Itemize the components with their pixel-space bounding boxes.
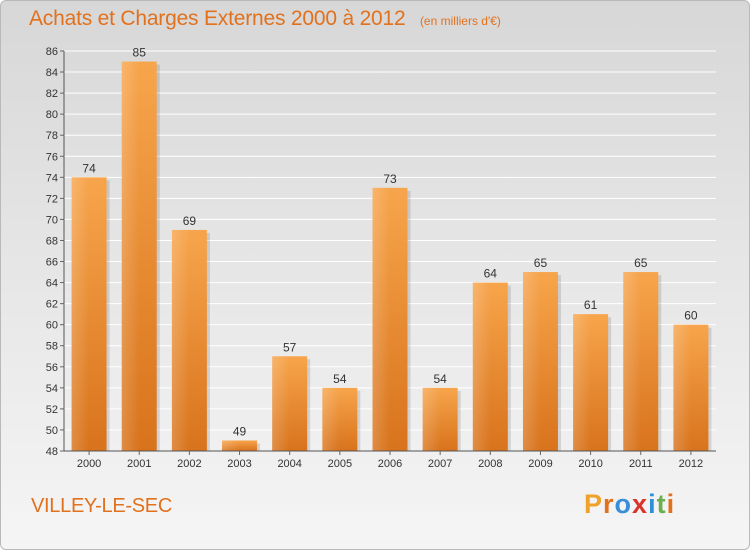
y-tick-label: 62	[46, 299, 58, 311]
y-tick-label: 60	[46, 320, 58, 332]
bar-highlight	[121, 61, 140, 452]
logo-letter: o	[614, 489, 633, 519]
bar-highlight	[422, 387, 441, 451]
y-tick-label: 78	[46, 130, 58, 142]
x-tick-label: 2004	[277, 458, 301, 470]
y-tick-label: 72	[46, 193, 58, 205]
y-tick-label: 66	[46, 257, 58, 269]
bar-highlight	[623, 272, 641, 451]
x-tick-label: 2009	[528, 458, 552, 470]
logo-letter: i	[666, 489, 676, 519]
x-tick-label: 2011	[629, 458, 653, 470]
bar-highlight	[573, 314, 591, 451]
x-tick-label: 2000	[77, 458, 101, 470]
y-tick-label: 54	[46, 383, 58, 395]
y-tick-label: 68	[46, 235, 58, 247]
bar-highlight	[522, 272, 541, 451]
bar-value-label: 69	[183, 214, 197, 228]
bar-value-label: 54	[433, 372, 447, 386]
bars-layer: 74 85 69 49 57 54 73 54 64 65 61 65 60	[71, 46, 712, 452]
bar-highlight	[171, 229, 190, 451]
y-tick-label: 82	[46, 88, 58, 100]
bar-highlight	[222, 440, 240, 451]
y-tick-label: 58	[46, 341, 58, 353]
y-tick-label: 70	[46, 214, 58, 226]
y-tick-label: 86	[46, 46, 58, 58]
y-tick-label: 80	[46, 109, 58, 121]
logo-letter: P	[584, 489, 604, 519]
axis-layer: 48 50 52 54 56 58 60 62 64 66 68 70 72 74 76 78 80 82 84 86…	[46, 46, 716, 470]
bar-highlight	[322, 387, 340, 451]
y-tick-label: 52	[46, 404, 58, 416]
logo-letter: r	[603, 489, 615, 519]
bar-value-label: 65	[634, 256, 648, 270]
x-tick-label: 2005	[328, 458, 352, 470]
chart-title: Achats et Charges Externes 2000 à 2012	[29, 7, 406, 30]
bar-value-label: 64	[484, 267, 498, 281]
y-tick-label: 84	[46, 67, 58, 79]
bar-highlight	[272, 356, 290, 451]
x-tick-label: 2003	[227, 458, 251, 470]
logo-letter: i	[648, 489, 657, 519]
x-tick-label: 2012	[679, 458, 703, 470]
bar-highlight	[472, 282, 491, 451]
y-tick-label: 76	[46, 151, 58, 163]
bar-value-label: 73	[383, 172, 397, 186]
y-tick-label: 56	[46, 362, 58, 374]
x-tick-label: 2010	[578, 458, 602, 470]
chart-subtitle: (en milliers d'€)	[419, 14, 501, 28]
bar-value-label: 49	[233, 424, 247, 438]
bar-value-label: 61	[584, 298, 598, 312]
y-tick-label: 50	[46, 425, 58, 437]
y-tick-label: 74	[46, 172, 58, 184]
x-tick-label: 2007	[428, 458, 452, 470]
bar-value-label: 74	[82, 161, 96, 175]
y-tick-label: 48	[46, 446, 58, 458]
logo-letter: x	[632, 489, 649, 519]
proxiti-logo: Proxiti	[584, 489, 675, 520]
bar-highlight	[673, 324, 691, 451]
bar-value-label: 65	[534, 256, 548, 270]
bar-highlight	[71, 177, 90, 451]
bar-value-label: 85	[133, 46, 147, 60]
commune-name: VILLEY-LE-SEC	[31, 495, 172, 517]
bar-value-label: 54	[333, 372, 347, 386]
x-tick-label: 2008	[478, 458, 502, 470]
x-tick-label: 2006	[378, 458, 402, 470]
bar-value-label: 60	[684, 309, 698, 323]
bar-highlight	[372, 187, 390, 451]
title-block: Achats et Charges Externes 2000 à 2012 (…	[29, 7, 501, 31]
x-tick-label: 2002	[177, 458, 201, 470]
x-tick-label: 2001	[127, 458, 151, 470]
bar-value-label: 57	[283, 340, 297, 354]
y-tick-label: 64	[46, 278, 58, 290]
logo-letter: t	[656, 489, 667, 519]
